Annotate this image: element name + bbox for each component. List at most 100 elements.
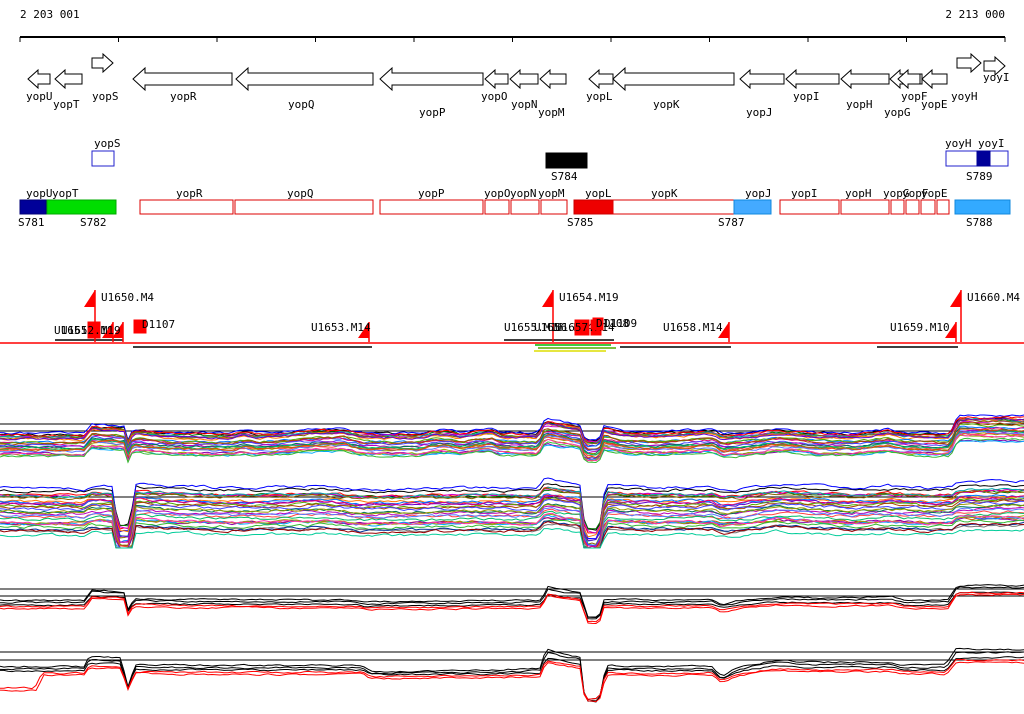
primer-label-U1653.M14: U1653.M14 — [311, 321, 371, 334]
segment-box-yopM[interactable] — [540, 199, 568, 215]
segment-box-yopN[interactable] — [510, 199, 540, 215]
gene-label-yoyI: yoyI — [983, 71, 1010, 84]
segment-box-yopR[interactable] — [139, 199, 234, 215]
gene-arrow-yopU[interactable] — [27, 68, 51, 90]
segment-box-yopK[interactable] — [612, 199, 735, 215]
signal-plot-mean-c — [0, 584, 1024, 625]
segment-name-label: yopT — [52, 187, 79, 200]
signal-line — [0, 651, 1024, 703]
segment-label-S789: S789 — [966, 170, 993, 183]
gene-arrow-yopS[interactable] — [91, 52, 114, 74]
gene-arrow-yopL[interactable] — [588, 68, 614, 90]
primer-box[interactable] — [87, 321, 101, 339]
primer-flag-pennant[interactable] — [102, 322, 113, 338]
signal-line — [0, 506, 1024, 549]
gene-label-yopE: yopE — [921, 98, 948, 111]
segment-box-yopH[interactable] — [840, 199, 890, 215]
segment-name-label: yopU — [26, 187, 53, 200]
segment-box-yopQ[interactable] — [234, 199, 374, 215]
segment-name-label: yopF — [902, 187, 929, 200]
signal-line — [0, 502, 1024, 549]
primer-flag-pennant[interactable] — [542, 290, 553, 307]
primer-box[interactable] — [592, 317, 604, 331]
segment-name-label: yopM — [538, 187, 565, 200]
primer-box[interactable] — [133, 319, 147, 334]
primer-flag-pennant[interactable] — [112, 322, 123, 338]
gene-arrow-yoyI[interactable] — [983, 55, 1006, 77]
segment-box-yopS-box[interactable] — [91, 150, 115, 167]
segment-box-yopF[interactable] — [905, 199, 920, 215]
segment-label-yoyI: yoyI — [978, 137, 1005, 150]
segment-box-yopI[interactable] — [779, 199, 840, 215]
signal-line — [0, 423, 1024, 451]
gene-arrow-yopH[interactable] — [840, 68, 890, 90]
signal-line — [0, 477, 1024, 540]
gene-arrow-yopN[interactable] — [509, 68, 539, 90]
signal-line — [0, 656, 1024, 701]
gene-arrow-yopM[interactable] — [539, 68, 567, 90]
segment-box-yopP[interactable] — [379, 199, 484, 215]
segment-box-S785[interactable] — [573, 199, 614, 215]
gene-label-yopU: yopU — [26, 90, 53, 103]
segment-name-label: yopL — [585, 187, 612, 200]
segment-box-yopE[interactable] — [920, 199, 936, 215]
gene-arrow-yopO[interactable] — [484, 68, 509, 90]
primer-flag-pennant[interactable] — [950, 290, 961, 307]
segment-box-S781[interactable] — [19, 199, 47, 215]
primer-flag-pennant[interactable] — [945, 322, 956, 338]
primer-label-U1650.M4: U1650.M4 — [101, 291, 154, 304]
signal-line — [0, 433, 1024, 462]
primer-label-D1108: D1108 — [596, 317, 629, 330]
primer-label-U1655.M16: U1655.M16 — [504, 321, 564, 334]
signal-line — [0, 528, 1024, 549]
signal-line — [0, 510, 1024, 549]
segment-label-yoyH: yoyH — [945, 137, 972, 150]
segment-id-label: S787 — [718, 216, 745, 229]
gene-arrow-yoyH[interactable] — [956, 52, 982, 74]
segment-box-yopG[interactable] — [890, 199, 905, 215]
segment-box-S784-box[interactable] — [545, 152, 588, 169]
segment-name-label: yopH — [845, 187, 872, 200]
signal-line — [0, 514, 1024, 549]
segment-box-S782[interactable] — [46, 199, 117, 215]
gene-arrow-yopR[interactable] — [132, 66, 233, 92]
gene-label-yopL: yopL — [586, 90, 613, 103]
gene-label-yopI: yopI — [793, 90, 820, 103]
segment-id-label: S781 — [18, 216, 45, 229]
gene-arrow-yopP[interactable] — [379, 66, 484, 92]
signal-line — [0, 416, 1024, 443]
gene-arrow-yopE[interactable] — [921, 68, 948, 90]
segment-name-label: yopQ — [287, 187, 314, 200]
segment-box-yopO[interactable] — [484, 199, 510, 215]
signal-line — [0, 508, 1024, 549]
signal-line — [0, 486, 1024, 542]
gene-arrow-yopI[interactable] — [785, 68, 840, 90]
gene-arrow-yopT[interactable] — [54, 68, 83, 90]
primer-flag-pennant[interactable] — [718, 322, 729, 338]
primer-label-U1659.M10: U1659.M10 — [890, 321, 950, 334]
signal-line — [0, 647, 1024, 702]
primer-box[interactable] — [574, 319, 590, 336]
gene-arrow-yopJ[interactable] — [739, 68, 785, 90]
segment-name-label: yopN — [510, 187, 537, 200]
primer-flag-pennant[interactable] — [358, 322, 369, 338]
gene-arrow-yopF[interactable] — [897, 68, 921, 90]
primer-label-U1658.M14: U1658.M14 — [663, 321, 723, 334]
primer-flag-pennant[interactable] — [84, 290, 95, 307]
segment-name-label: yopK — [651, 187, 678, 200]
segment-box-S788[interactable] — [954, 199, 1011, 215]
gene-arrow-yopK[interactable] — [612, 66, 735, 92]
segment-id-label: S782 — [80, 216, 107, 229]
region-end-label: 2 213 000 — [945, 8, 1005, 21]
segment-box-S787[interactable] — [733, 199, 772, 215]
segment-name-label: yopO — [484, 187, 511, 200]
segment-box-seg[interactable] — [936, 199, 950, 215]
signal-line — [0, 483, 1024, 531]
gene-label-yopH: yopH — [846, 98, 873, 111]
segment-box-S789-core[interactable] — [976, 150, 991, 167]
gene-arrow-yopQ[interactable] — [235, 66, 374, 92]
primer-label-U1654.M19: U1654.M19 — [559, 291, 619, 304]
